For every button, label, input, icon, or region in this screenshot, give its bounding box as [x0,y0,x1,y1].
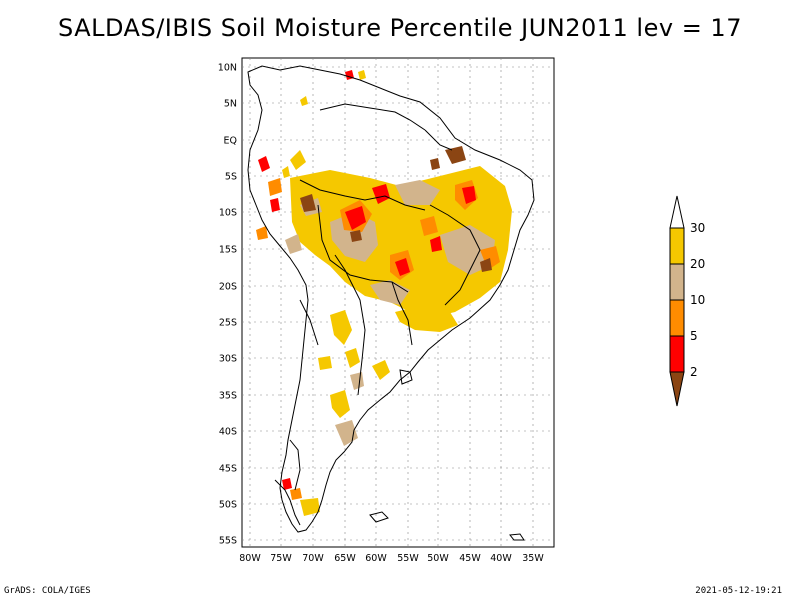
lat-label: 40S [219,427,237,438]
coastline-borders [247,65,535,541]
legend-swatch-10-20 [669,263,685,301]
legend-label: 20 [690,257,705,271]
lon-label: 55W [397,553,419,564]
percentile-shading [256,70,512,516]
legend-label: 30 [690,221,705,235]
lat-label: 55S [219,536,237,547]
legend-swatch-5-10 [669,299,685,337]
lon-label: 60W [365,553,387,564]
lat-label: 10S [219,208,237,219]
legend-swatch-above-30 [669,195,685,229]
lat-label: 50S [219,500,237,511]
map-title: SALDAS/IBIS Soil Moisture Percentile JUN… [58,14,742,42]
legend-swatch-below-2 [669,371,685,407]
lon-label: 50W [427,553,449,564]
lon-label: 80W [239,553,261,564]
lat-label: 5N [224,99,237,110]
footer-credit: GrADS: COLA/IGES [4,586,91,596]
lat-label: EQ [224,136,237,147]
legend-label: 2 [690,365,698,379]
legend-colorbar: 30 20 10 5 2 [669,195,705,407]
lat-label: 35S [219,391,237,402]
legend-label: 10 [690,293,705,307]
lon-label: 45W [459,553,481,564]
legend-swatch-2-5 [669,335,685,373]
lon-label: 40W [490,553,512,564]
lat-label: 20S [219,282,237,293]
lat-label: 15S [219,245,237,256]
legend-label: 5 [690,329,698,343]
lat-label: 5S [225,172,237,183]
lon-label: 70W [302,553,324,564]
lat-label: 45S [219,464,237,475]
lon-label: 35W [522,553,544,564]
lat-label: 25S [219,318,237,329]
lon-label: 65W [334,553,356,564]
footer-timestamp: 2021-05-12-19:21 [695,586,782,596]
legend-swatch-20-30 [669,227,685,265]
lat-label: 10N [218,63,237,74]
lat-label: 30S [219,354,237,365]
lon-label: 75W [270,553,292,564]
